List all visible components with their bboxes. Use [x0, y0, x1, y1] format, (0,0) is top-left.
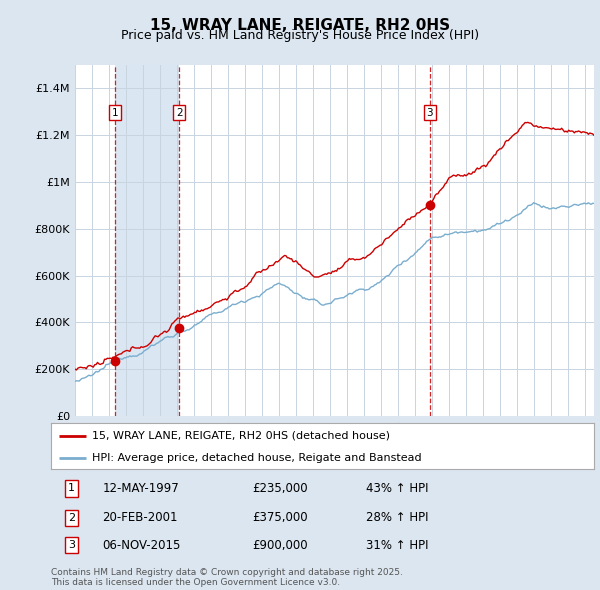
- Text: Contains HM Land Registry data © Crown copyright and database right 2025.
This d: Contains HM Land Registry data © Crown c…: [51, 568, 403, 587]
- Text: 43% ↑ HPI: 43% ↑ HPI: [366, 482, 428, 495]
- Text: 2: 2: [176, 108, 182, 118]
- Text: 3: 3: [427, 108, 433, 118]
- Text: 1: 1: [68, 483, 75, 493]
- Text: 12-MAY-1997: 12-MAY-1997: [103, 482, 179, 495]
- Text: HPI: Average price, detached house, Reigate and Banstead: HPI: Average price, detached house, Reig…: [92, 453, 421, 463]
- Text: £235,000: £235,000: [252, 482, 308, 495]
- Text: 3: 3: [68, 540, 75, 550]
- Text: 06-NOV-2015: 06-NOV-2015: [103, 539, 181, 552]
- Text: 15, WRAY LANE, REIGATE, RH2 0HS: 15, WRAY LANE, REIGATE, RH2 0HS: [150, 18, 450, 32]
- Text: 15, WRAY LANE, REIGATE, RH2 0HS (detached house): 15, WRAY LANE, REIGATE, RH2 0HS (detache…: [92, 431, 390, 441]
- Text: £900,000: £900,000: [252, 539, 308, 552]
- Text: 31% ↑ HPI: 31% ↑ HPI: [366, 539, 428, 552]
- Text: Price paid vs. HM Land Registry's House Price Index (HPI): Price paid vs. HM Land Registry's House …: [121, 30, 479, 42]
- Text: 1: 1: [112, 108, 119, 118]
- Text: 2: 2: [68, 513, 75, 523]
- Text: 28% ↑ HPI: 28% ↑ HPI: [366, 511, 428, 525]
- Text: 20-FEB-2001: 20-FEB-2001: [103, 511, 178, 525]
- Text: £375,000: £375,000: [252, 511, 308, 525]
- Bar: [115, 65, 179, 416]
